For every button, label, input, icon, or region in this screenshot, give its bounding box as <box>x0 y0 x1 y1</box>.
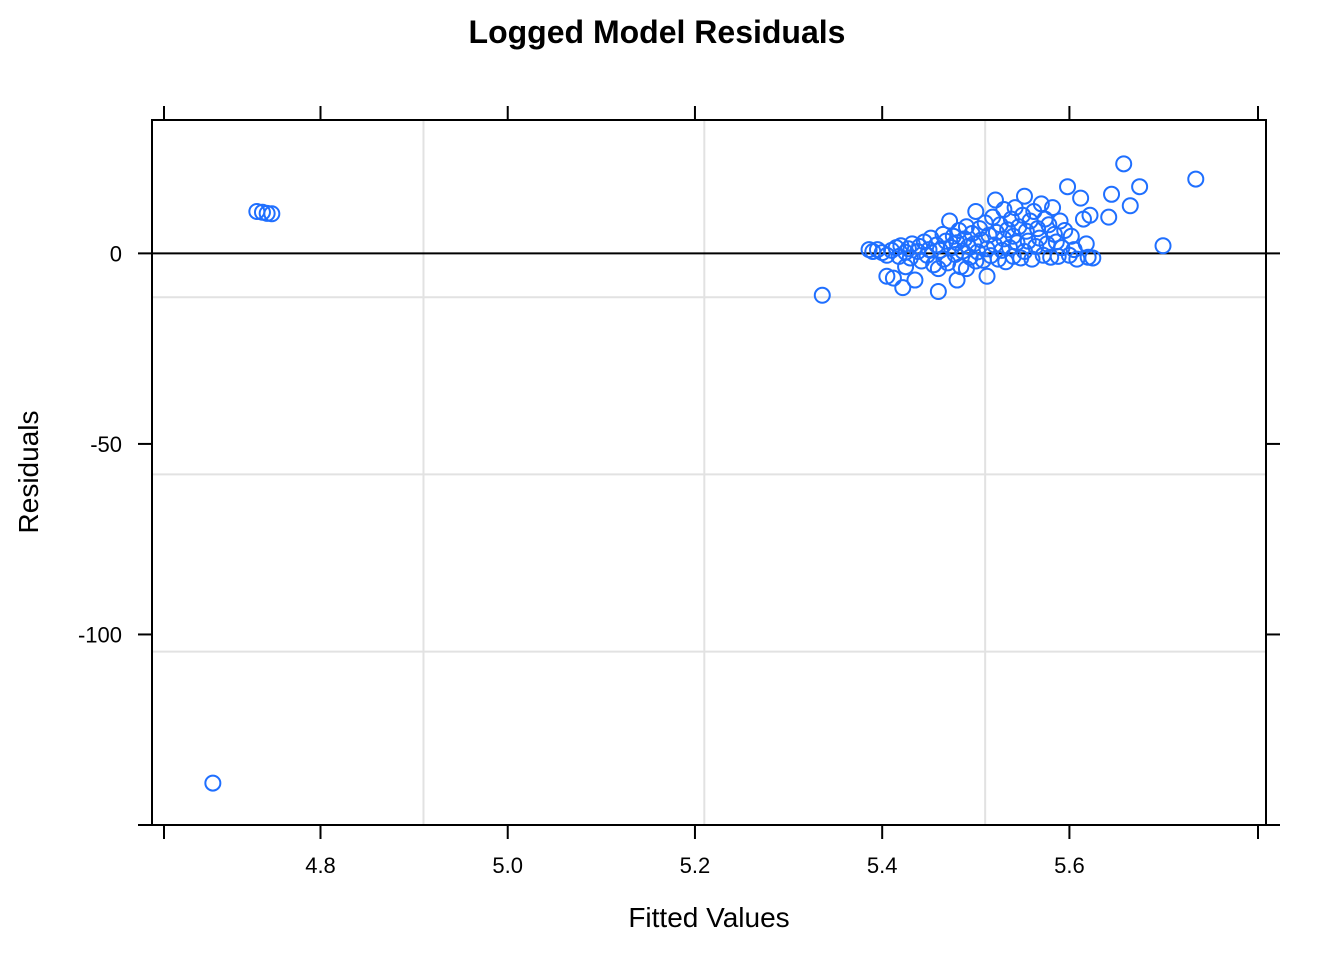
x-tick-label: 5.6 <box>1054 853 1085 878</box>
data-point <box>1154 237 1172 255</box>
data-point <box>878 267 896 285</box>
data-point <box>1040 216 1058 234</box>
data-point <box>1081 206 1099 224</box>
x-tick-label: 5.0 <box>492 853 523 878</box>
data-point <box>986 191 1004 209</box>
x-axis-label: Fitted Values <box>628 902 789 933</box>
data-point <box>258 204 276 222</box>
data-point <box>929 282 947 300</box>
data-point <box>931 241 949 259</box>
data-point <box>263 205 281 223</box>
data-point <box>1049 247 1067 265</box>
x-tick-label: 5.2 <box>680 853 711 878</box>
data-point <box>1051 212 1069 230</box>
y-tick-label: -50 <box>90 432 122 457</box>
data-point <box>1023 250 1041 268</box>
y-tick-label: -100 <box>78 622 122 647</box>
data-point <box>906 271 924 289</box>
data-point <box>1115 155 1133 173</box>
x-tick-label: 4.8 <box>305 853 336 878</box>
data-point <box>1015 187 1033 205</box>
data-point <box>1084 249 1102 267</box>
y-tick-label: 0 <box>110 241 122 266</box>
data-point <box>1100 208 1118 226</box>
data-point <box>1062 227 1080 245</box>
axis-ticks <box>138 106 1280 839</box>
data-point <box>1103 185 1121 203</box>
data-point <box>967 202 985 220</box>
chart-title: Logged Model Residuals <box>469 14 846 50</box>
data-point <box>897 258 915 276</box>
plot-frame <box>151 119 1267 826</box>
data-point <box>967 252 985 270</box>
y-axis-label: Residuals <box>13 411 44 534</box>
data-point <box>978 267 996 285</box>
data-point <box>1121 197 1139 215</box>
data-point <box>1072 189 1090 207</box>
data-point <box>899 240 917 258</box>
data-point <box>1042 248 1060 266</box>
data-point <box>1032 195 1050 213</box>
data-point <box>894 279 912 297</box>
data-point <box>1131 178 1149 196</box>
data-point <box>941 212 959 230</box>
data-point <box>204 774 222 792</box>
data-points <box>204 155 1205 792</box>
x-tick-labels: 4.8 5.0 5.2 5.4 5.6 <box>305 853 1085 878</box>
data-point <box>1017 222 1035 240</box>
data-point <box>1187 170 1205 188</box>
data-point <box>929 260 947 278</box>
data-point <box>1077 235 1095 253</box>
data-point <box>884 269 902 287</box>
data-point <box>813 286 831 304</box>
data-point <box>1059 178 1077 196</box>
y-tick-labels: 0 -50 -100 <box>78 241 122 647</box>
data-point <box>1044 199 1062 217</box>
grid-lines <box>152 120 1266 825</box>
x-tick-label: 5.4 <box>867 853 898 878</box>
